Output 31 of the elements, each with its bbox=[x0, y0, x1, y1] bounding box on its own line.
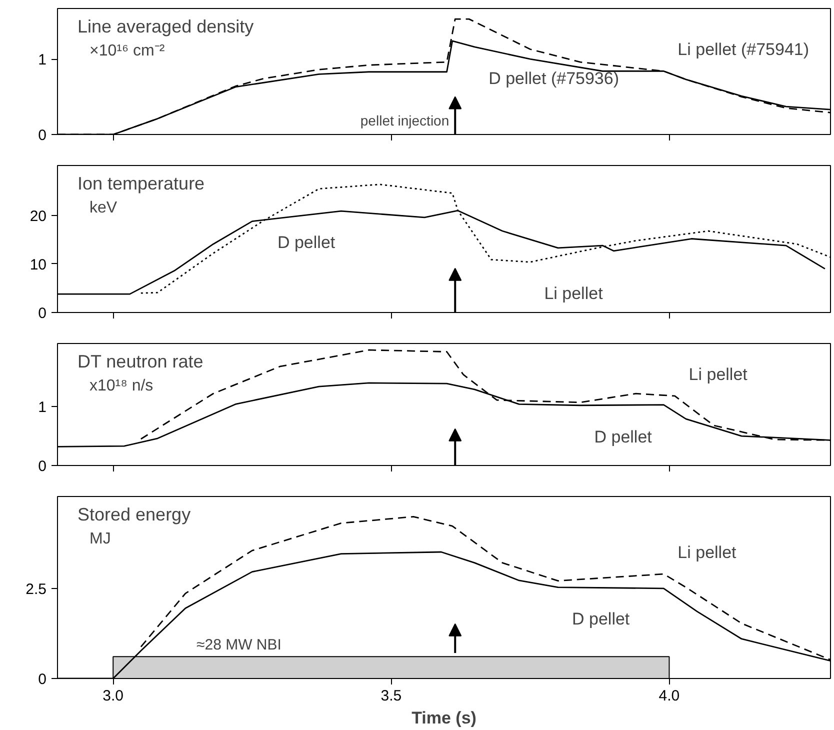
y-tick-label: 2.5 bbox=[26, 580, 47, 598]
y-tick-label: 0 bbox=[38, 127, 46, 144]
series-label: Li pellet (#75941) bbox=[678, 40, 810, 60]
chart-title: Line averaged density bbox=[78, 16, 254, 36]
x-tick-label: 4.0 bbox=[658, 688, 680, 704]
x-tick-label: 3.5 bbox=[380, 688, 402, 704]
series-label: Li pellet bbox=[544, 284, 604, 304]
text: DT neutron rate bbox=[78, 352, 204, 372]
text: x10¹⁸ n/s bbox=[90, 378, 154, 394]
series-label: D pellet bbox=[277, 233, 336, 252]
text: ×10¹⁶ cm⁻² bbox=[90, 42, 166, 60]
y-tick-label: 0 bbox=[38, 305, 46, 322]
text: Ion temperature bbox=[78, 174, 205, 194]
x-tick-label: 3.0 bbox=[102, 688, 124, 704]
annotation: pellet injection bbox=[360, 112, 450, 128]
x-axis-title: Time (s) bbox=[412, 708, 476, 728]
chart-title: Stored energy bbox=[78, 504, 191, 524]
text: MJ bbox=[90, 530, 111, 548]
series-label: D pellet bbox=[594, 427, 652, 446]
y-tick-label: 20 bbox=[30, 208, 47, 225]
series-label: D pellet bbox=[572, 609, 630, 628]
series-label: Li pellet bbox=[678, 542, 737, 562]
y-tick-label: 1 bbox=[38, 399, 46, 416]
series-label: Li pellet bbox=[688, 364, 748, 384]
y-tick-label: 0 bbox=[38, 458, 46, 475]
y-tick-label: 10 bbox=[30, 256, 47, 274]
band-label: ≈28 MW NBI bbox=[196, 636, 282, 654]
series-label: D pellet (#75936) bbox=[488, 68, 620, 88]
y-tick-label: 0 bbox=[38, 671, 46, 688]
y-tick-label: 1 bbox=[38, 52, 46, 69]
text: keV bbox=[90, 200, 118, 216]
